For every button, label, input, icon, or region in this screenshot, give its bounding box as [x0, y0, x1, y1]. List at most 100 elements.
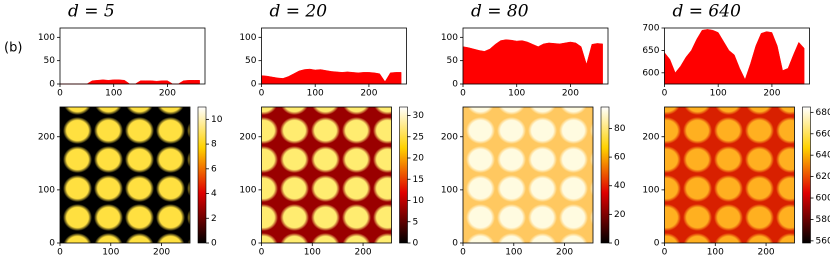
y-tick-label: 50 [44, 56, 56, 66]
heatmap-image [261, 107, 392, 243]
plot-frame [261, 27, 407, 85]
y-tick-label: 200 [239, 132, 256, 142]
colorbar [399, 106, 408, 244]
panel-title: d = 20 [270, 2, 328, 22]
colorbar-tick-label: 20 [413, 154, 425, 164]
y-tick-label: 100 [441, 185, 458, 195]
colorbar-tick-label: 25 [413, 132, 424, 142]
colorbar-tick-label: 80 [614, 124, 626, 134]
x-tick-label: 200 [159, 89, 176, 99]
x-tick-label: 200 [153, 248, 170, 255]
y-tick-label: 700 [642, 24, 659, 34]
colorbar [802, 106, 811, 244]
area [261, 68, 402, 85]
heatmap-image [463, 107, 593, 243]
x-tick-label: 200 [360, 89, 377, 99]
colorbar-tick-label: 620 [816, 172, 830, 182]
plot-frame [261, 106, 392, 244]
x-tick-label: 200 [757, 248, 774, 255]
y-tick-label: 0 [452, 239, 458, 249]
y-tick-label: 100 [239, 33, 256, 43]
x-tick-label: 0 [460, 248, 466, 255]
panel-title: d = 640 [673, 2, 742, 22]
x-tick-label: 100 [505, 248, 522, 255]
y-tick-label: 50 [447, 56, 459, 66]
y-tick-label: 600 [642, 68, 659, 78]
x-tick-label: 100 [707, 248, 724, 255]
y-tick-label: 200 [441, 132, 458, 142]
plot-frame [664, 106, 795, 244]
panel-label: (b) [4, 41, 22, 56]
x-tick-label: 0 [57, 248, 63, 255]
x-tick-label: 0 [662, 89, 668, 99]
colorbar-tick-label: 6 [211, 164, 217, 174]
x-tick-label: 200 [562, 89, 579, 99]
x-tick-label: 100 [105, 89, 122, 99]
y-tick-label: 0 [49, 239, 55, 249]
colorbar-tick-label: 4 [211, 189, 217, 199]
x-tick-label: 0 [460, 89, 466, 99]
colorbar-tick-label: 580 [816, 215, 830, 225]
y-tick-label: 650 [642, 46, 659, 56]
colorbar-tick-label: 0 [211, 239, 217, 249]
x-tick-label: 100 [102, 248, 119, 255]
y-tick-label: 0 [251, 80, 257, 90]
colorbar-tick-label: 8 [211, 140, 217, 150]
colorbar-tick-label: 15 [413, 175, 424, 185]
x-tick-label: 200 [354, 248, 371, 255]
y-tick-label: 100 [38, 185, 55, 195]
panel-title: d = 5 [68, 2, 115, 22]
y-tick-label: 100 [38, 33, 55, 43]
plot-frame [664, 27, 810, 85]
plot-frame [59, 106, 191, 244]
x-tick-label: 100 [307, 89, 324, 99]
colorbar-tick-label: 10 [413, 196, 425, 206]
x-tick-label: 100 [710, 89, 727, 99]
x-tick-label: 0 [259, 248, 265, 255]
heatmap-image [664, 107, 795, 243]
colorbar [197, 106, 207, 244]
colorbar-tick-label: 0 [614, 239, 620, 249]
y-tick-label: 200 [38, 132, 55, 142]
plot-frame [462, 106, 594, 244]
area [462, 39, 603, 85]
colorbar-tick-label: 30 [413, 111, 425, 121]
heatmap-image [60, 107, 190, 243]
plot-frame [59, 27, 206, 85]
area [60, 79, 200, 85]
y-tick-label: 100 [642, 185, 659, 195]
colorbar-tick-label: 2 [211, 214, 217, 224]
colorbar [600, 106, 610, 244]
colorbar-tick-label: 10 [211, 115, 223, 125]
colorbar-tick-label: 5 [413, 217, 419, 227]
y-tick-label: 100 [441, 33, 458, 43]
y-tick-label: 0 [452, 80, 458, 90]
area [664, 29, 805, 85]
x-tick-label: 0 [259, 89, 265, 99]
colorbar-tick-label: 40 [614, 181, 626, 191]
colorbar-tick-label: 660 [816, 129, 830, 139]
colorbar-tick-label: 60 [614, 153, 626, 163]
x-tick-label: 200 [556, 248, 573, 255]
colorbar-tick-label: 600 [816, 194, 830, 204]
colorbar-tick-label: 0 [413, 239, 419, 249]
y-tick-label: 0 [654, 239, 660, 249]
colorbar-tick-label: 680 [816, 108, 830, 118]
colorbar-tick-label: 640 [816, 151, 830, 161]
y-tick-label: 0 [251, 239, 257, 249]
colorbar-tick-label: 20 [614, 210, 626, 220]
x-tick-label: 100 [508, 89, 525, 99]
plot-frame [462, 27, 609, 85]
x-tick-label: 200 [763, 89, 780, 99]
y-tick-label: 0 [49, 80, 55, 90]
y-tick-label: 200 [642, 132, 659, 142]
colorbar-tick-label: 560 [816, 236, 830, 246]
panel-title: d = 80 [471, 2, 529, 22]
x-tick-label: 100 [304, 248, 321, 255]
y-tick-label: 50 [245, 56, 257, 66]
x-tick-label: 0 [662, 248, 668, 255]
y-tick-label: 100 [239, 185, 256, 195]
x-tick-label: 0 [57, 89, 63, 99]
